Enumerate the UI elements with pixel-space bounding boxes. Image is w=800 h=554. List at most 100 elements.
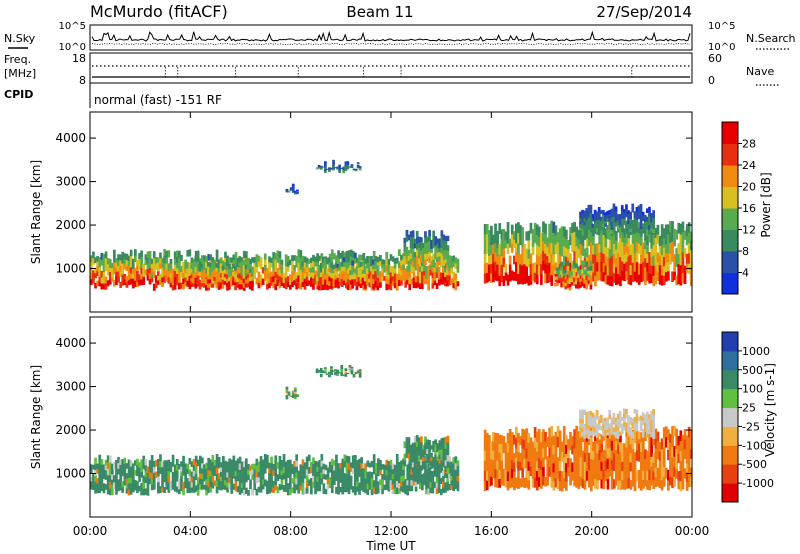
- echo-cell: [342, 275, 346, 281]
- echo-cell: [360, 473, 363, 480]
- echo-cell: [393, 282, 397, 289]
- echo-cell: [217, 462, 221, 469]
- echo-cell: [303, 488, 307, 495]
- echo-cell: [295, 454, 298, 461]
- echo-cell: [173, 485, 177, 492]
- echo-cell: [602, 222, 605, 228]
- echo-cell: [234, 475, 238, 482]
- echo-cell: [100, 276, 104, 284]
- echo-cell: [444, 244, 448, 250]
- echo-cell: [146, 466, 150, 473]
- echo-cell: [673, 271, 676, 281]
- echo-cell: [157, 476, 160, 483]
- echo-cell: [106, 258, 110, 265]
- echo-cell: [111, 262, 114, 269]
- echo-cell: [629, 215, 632, 219]
- echo-cell: [303, 472, 307, 479]
- echo-cell: [627, 274, 631, 285]
- echo-cell: [590, 469, 593, 481]
- echo-cell: [370, 284, 374, 291]
- echo-cell: [581, 431, 584, 437]
- echo-cell: [575, 236, 579, 247]
- echo-cell: [198, 466, 202, 474]
- echo-cell: [677, 435, 681, 446]
- echo-cell: [167, 470, 171, 477]
- echo-cell: [240, 279, 244, 285]
- echo-cell: [142, 488, 146, 496]
- echo-cell: [297, 249, 301, 257]
- echo-cell: [383, 259, 386, 265]
- echo-cell: [642, 452, 645, 462]
- echo-cell: [585, 424, 589, 430]
- echo-cell: [617, 263, 620, 275]
- echo-cell: [266, 278, 269, 285]
- echo-cell: [268, 277, 271, 283]
- echo-cell: [573, 438, 576, 449]
- echo-cell: [100, 252, 104, 260]
- echo-cell: [427, 283, 430, 291]
- echo-cell: [637, 205, 641, 211]
- echo-cell: [431, 277, 435, 284]
- echo-cell: [633, 461, 637, 472]
- echo-cell: [625, 242, 629, 253]
- echo-cell: [431, 481, 435, 488]
- echo-cell: [276, 256, 280, 263]
- echo-cell: [689, 448, 693, 459]
- echo-cell: [282, 282, 286, 288]
- echo-cell: [291, 487, 294, 493]
- echo-cell: [319, 373, 323, 376]
- echo-cell: [581, 245, 585, 256]
- echo-cell: [207, 469, 210, 476]
- echo-cell: [687, 252, 691, 264]
- echo-cell: [633, 225, 637, 230]
- echo-cell: [656, 224, 660, 235]
- echo-cell: [161, 276, 164, 283]
- echo-cell: [583, 409, 586, 415]
- power-colorbar-label: Power [dB]: [759, 172, 773, 237]
- echo-cell: [294, 391, 297, 394]
- echo-cell: [192, 459, 196, 466]
- echo-cell: [540, 253, 543, 265]
- echo-cell: [562, 236, 566, 247]
- echo-cell: [646, 460, 649, 471]
- echo-cell: [340, 274, 344, 279]
- echo-cell: [544, 477, 547, 487]
- echo-cell: [440, 235, 444, 243]
- echo-cell: [136, 265, 139, 272]
- echo-cell: [289, 471, 292, 478]
- echo-cell: [648, 414, 651, 419]
- echo-cell: [573, 231, 576, 242]
- echo-cell: [423, 473, 426, 480]
- echo-cell: [349, 255, 353, 263]
- echo-cell: [573, 429, 576, 440]
- echo-cell: [618, 221, 622, 225]
- echo-cell: [106, 263, 110, 270]
- echo-cell: [219, 263, 223, 269]
- echo-cell: [593, 229, 597, 234]
- echo-cell: [640, 263, 643, 273]
- echo-cell: [604, 265, 608, 275]
- echo-cell: [517, 479, 520, 489]
- echo-cell: [274, 259, 278, 266]
- echo-cell: [556, 425, 560, 437]
- echo-cell: [623, 480, 626, 490]
- echo-cell: [625, 220, 628, 226]
- echo-cell: [106, 455, 110, 463]
- echo-cell: [358, 470, 361, 478]
- echo-cell: [683, 230, 687, 240]
- echo-cell: [612, 416, 616, 421]
- echo-cell: [349, 484, 353, 490]
- echo-cell: [643, 422, 647, 427]
- echo-cell: [426, 236, 429, 243]
- echo-cell: [673, 228, 676, 238]
- echo-cell: [198, 270, 202, 276]
- echo-cell: [579, 272, 582, 276]
- echo-cell: [324, 166, 327, 170]
- echo-cell: [616, 219, 620, 224]
- echo-cell: [492, 262, 495, 273]
- echo-cell: [515, 477, 518, 489]
- echo-cell: [646, 253, 649, 263]
- echo-cell: [606, 265, 610, 276]
- echo-cell: [412, 476, 416, 482]
- echo-cell: [589, 208, 593, 214]
